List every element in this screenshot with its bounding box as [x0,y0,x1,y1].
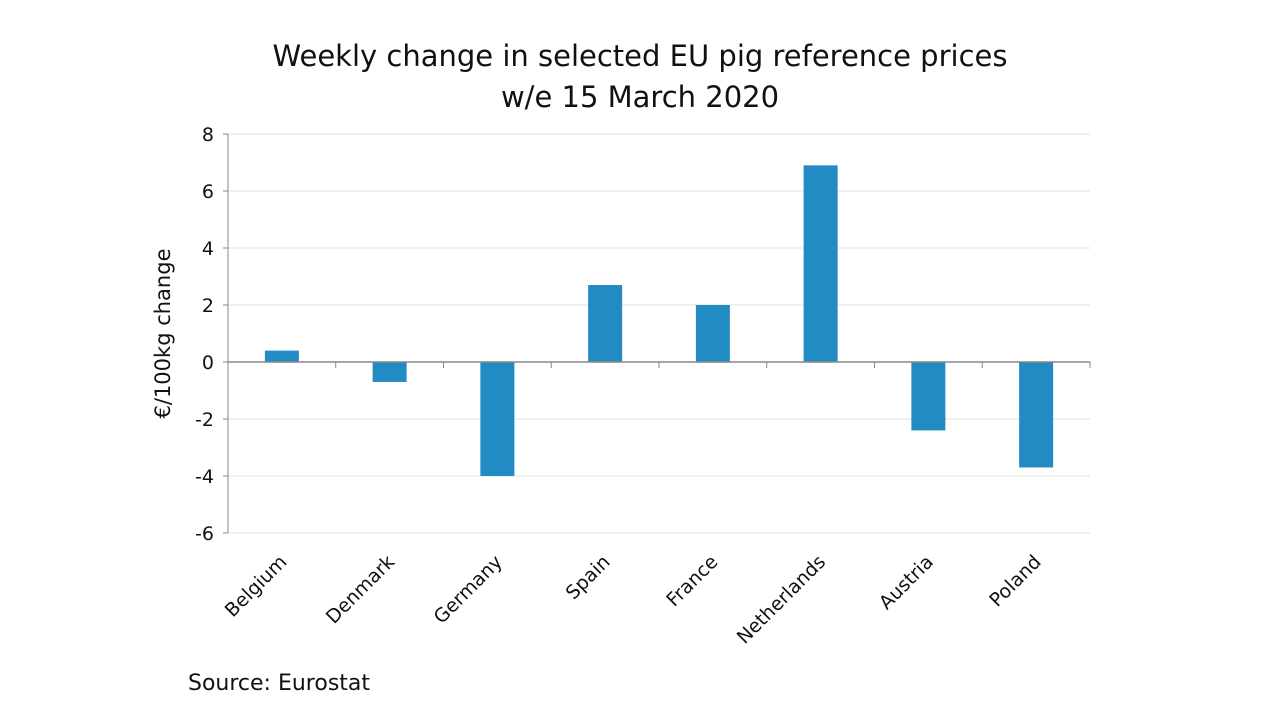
y-tick-label: 8 [202,124,214,146]
x-tick-label: Denmark [322,551,399,628]
y-tick-label: -6 [195,523,214,545]
x-tick-label: Spain [562,551,615,604]
source-note: Source: Eurostat [188,671,371,696]
bar-belgium [264,350,299,362]
x-tick-label: Belgium [221,551,292,622]
y-tick-label: 0 [202,352,214,374]
bar-netherlands [803,165,838,362]
y-tick-label: 4 [202,238,214,260]
bar-austria [911,362,946,431]
y-tick-label: 6 [202,181,214,203]
y-axis-label: €/100kg change [151,249,175,419]
bar-poland [1019,362,1054,468]
bar-spain [588,285,623,362]
x-tick-label: Poland [985,551,1045,611]
x-tick-label: Austria [875,551,938,614]
x-tick-label: Netherlands [733,551,830,648]
y-tick-label: -2 [195,409,214,431]
x-tick-label: France [662,551,722,611]
bar-france [695,305,730,362]
bar-germany [480,362,515,476]
chart-subtitle: w/e 15 March 2020 [500,80,780,114]
bar-denmark [372,362,407,382]
chart-title: Weekly change in selected EU pig referen… [272,39,1008,73]
y-tick-label: -4 [195,466,214,488]
y-tick-label: 2 [202,295,214,317]
x-tick-label: Germany [430,551,507,628]
